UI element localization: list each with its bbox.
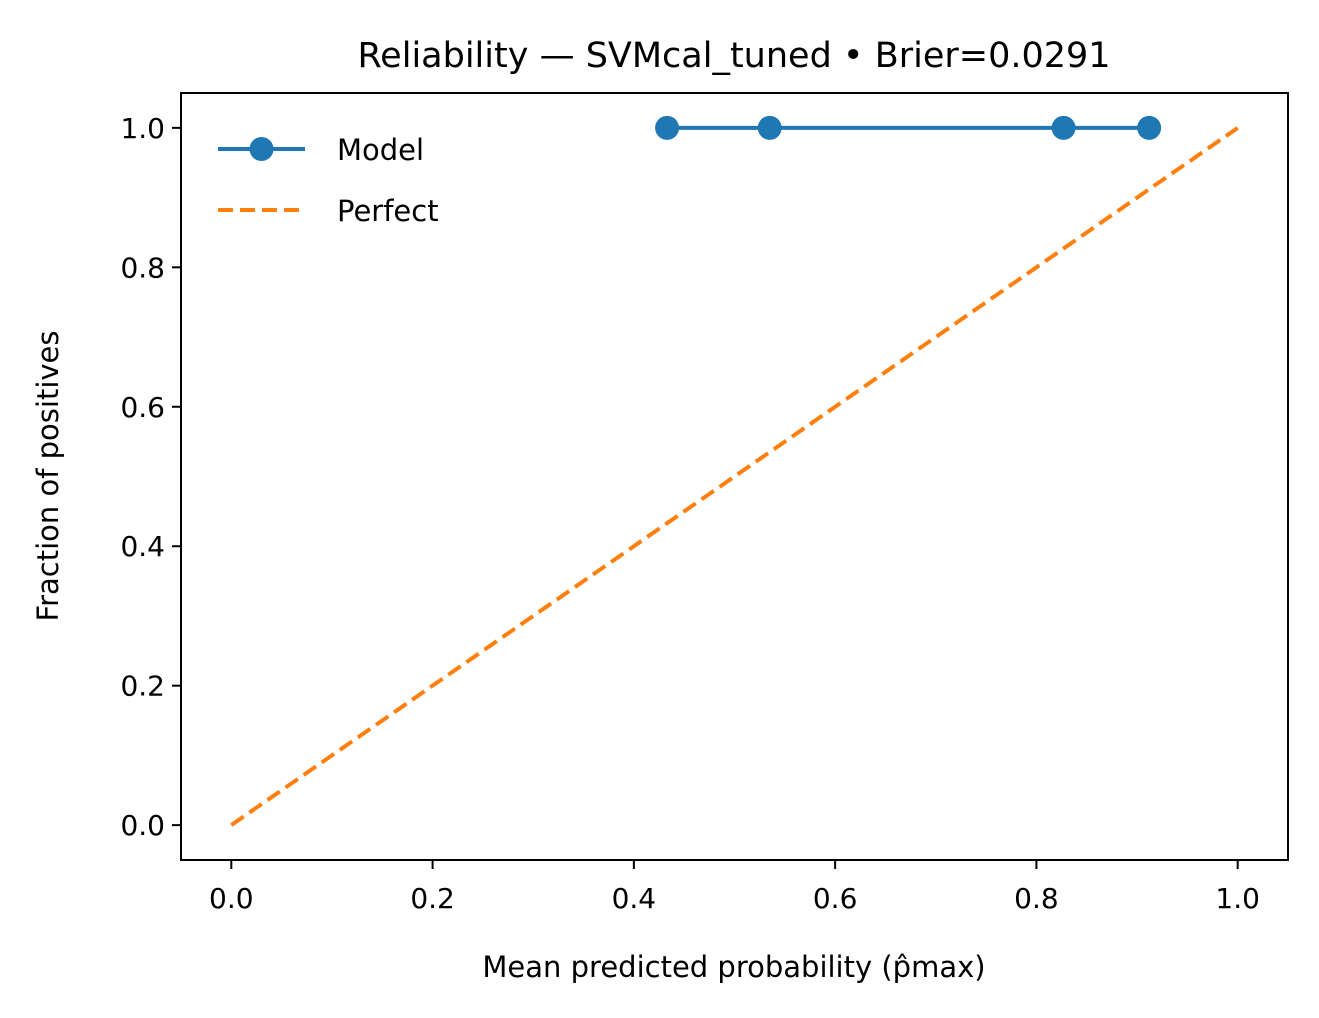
legend-marker-model (249, 137, 274, 161)
x-axis-label: Mean predicted probability (p̂max) (482, 950, 985, 984)
x-tick-label: 0.2 (410, 882, 455, 915)
legend: Model Perfect (218, 133, 439, 228)
model-data-point (1137, 115, 1162, 140)
y-tick-label: 0.0 (120, 809, 165, 842)
plot-area (180, 92, 1289, 861)
x-tick-label: 0.0 (209, 882, 254, 915)
series-layer (230, 115, 1239, 827)
model-data-point (757, 115, 782, 140)
y-tick-label: 0.4 (120, 530, 165, 563)
x-tick-label: 1.0 (1215, 882, 1260, 915)
series-line-perfect (230, 126, 1239, 827)
y-axis-label: Fraction of positives (31, 330, 65, 621)
legend-label-model: Model (337, 133, 424, 167)
model-data-point (1051, 115, 1076, 140)
y-tick-label: 0.2 (120, 670, 165, 703)
plot-frame (180, 92, 1289, 861)
legend-label-perfect: Perfect (337, 194, 439, 228)
x-tick-label: 0.4 (612, 882, 657, 915)
y-tick-label: 0.8 (120, 251, 165, 284)
y-tick-label: 1.0 (120, 112, 165, 145)
x-axis: 0.0 0.2 0.4 0.6 0.8 1.0 (209, 860, 1260, 915)
chart-title: Reliability — SVMcal_tuned • Brier=0.029… (357, 36, 1110, 76)
x-tick-label: 0.8 (1014, 882, 1059, 915)
y-axis: 0.0 0.2 0.4 0.6 0.8 1.0 (120, 112, 181, 842)
x-tick-label: 0.6 (813, 882, 858, 915)
model-data-point (655, 115, 680, 140)
y-tick-label: 0.6 (120, 391, 165, 424)
